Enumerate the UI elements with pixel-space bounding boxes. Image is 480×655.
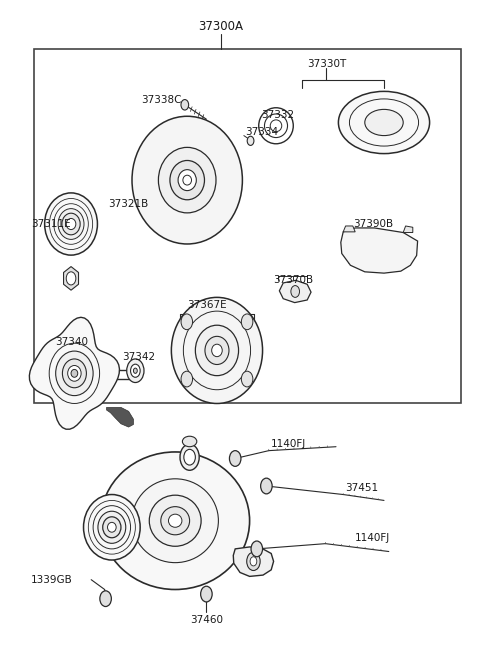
Circle shape — [184, 449, 195, 465]
Text: 37367E: 37367E — [187, 299, 227, 310]
Polygon shape — [343, 226, 355, 232]
Circle shape — [247, 136, 254, 145]
Text: 37342: 37342 — [122, 352, 156, 362]
Text: 37334: 37334 — [245, 127, 278, 138]
Ellipse shape — [68, 365, 81, 381]
Ellipse shape — [108, 522, 116, 532]
Polygon shape — [233, 547, 274, 576]
Ellipse shape — [365, 109, 403, 136]
Text: 37451: 37451 — [346, 483, 379, 493]
Text: 37370B: 37370B — [274, 275, 314, 286]
Polygon shape — [63, 267, 79, 290]
Circle shape — [66, 272, 76, 285]
Text: 1140FJ: 1140FJ — [355, 533, 390, 544]
Ellipse shape — [158, 147, 216, 213]
Ellipse shape — [264, 114, 288, 138]
Ellipse shape — [205, 337, 229, 364]
Circle shape — [131, 364, 140, 377]
Text: 1339GB: 1339GB — [31, 574, 73, 585]
Circle shape — [241, 314, 253, 329]
Ellipse shape — [58, 208, 84, 239]
Ellipse shape — [62, 359, 86, 388]
Circle shape — [100, 591, 111, 607]
Circle shape — [181, 314, 192, 329]
Circle shape — [181, 371, 192, 387]
Circle shape — [291, 286, 300, 297]
Circle shape — [127, 359, 144, 383]
Ellipse shape — [149, 495, 201, 546]
Circle shape — [181, 100, 189, 110]
Circle shape — [133, 368, 137, 373]
Ellipse shape — [259, 107, 293, 144]
Ellipse shape — [182, 436, 197, 447]
Polygon shape — [107, 407, 133, 427]
Text: 37300A: 37300A — [198, 20, 243, 33]
Text: 37332: 37332 — [262, 110, 295, 121]
Circle shape — [251, 541, 263, 557]
Ellipse shape — [45, 193, 97, 255]
Ellipse shape — [66, 219, 76, 230]
Text: 37390B: 37390B — [353, 219, 393, 229]
Polygon shape — [279, 280, 311, 303]
Circle shape — [229, 451, 241, 466]
Circle shape — [261, 478, 272, 494]
Ellipse shape — [84, 495, 140, 560]
Ellipse shape — [71, 369, 78, 377]
Ellipse shape — [171, 297, 263, 403]
Circle shape — [180, 444, 199, 470]
Ellipse shape — [195, 325, 239, 376]
Polygon shape — [341, 228, 418, 273]
Ellipse shape — [170, 160, 204, 200]
Circle shape — [250, 557, 257, 566]
Text: 37330T: 37330T — [307, 59, 347, 69]
Ellipse shape — [132, 117, 242, 244]
Text: 1140FJ: 1140FJ — [271, 439, 306, 449]
Circle shape — [241, 371, 253, 387]
Ellipse shape — [338, 92, 430, 154]
Text: 37340: 37340 — [55, 337, 88, 347]
Text: 37460: 37460 — [190, 615, 223, 626]
Text: 37338C: 37338C — [142, 95, 182, 105]
Ellipse shape — [168, 514, 182, 527]
Ellipse shape — [98, 511, 126, 544]
Circle shape — [247, 552, 260, 571]
Bar — [34, 49, 461, 403]
Ellipse shape — [62, 214, 80, 235]
Text: 37311E: 37311E — [31, 219, 71, 229]
Ellipse shape — [103, 517, 121, 538]
Circle shape — [201, 586, 212, 602]
Ellipse shape — [178, 170, 196, 191]
Ellipse shape — [212, 345, 222, 356]
Text: 37321B: 37321B — [108, 199, 148, 210]
Ellipse shape — [349, 99, 419, 146]
Ellipse shape — [183, 175, 192, 185]
Ellipse shape — [161, 507, 190, 534]
Polygon shape — [403, 226, 413, 233]
Polygon shape — [29, 317, 120, 429]
Ellipse shape — [56, 351, 93, 396]
Ellipse shape — [132, 479, 218, 563]
Ellipse shape — [101, 452, 250, 590]
Ellipse shape — [270, 120, 282, 132]
